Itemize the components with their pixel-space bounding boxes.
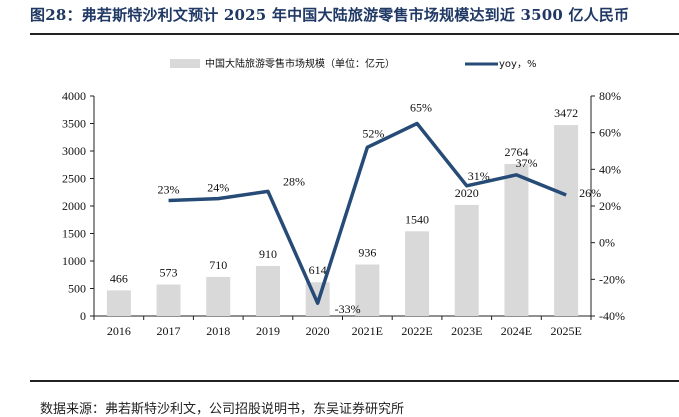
bar-data-label: 936 xyxy=(358,246,376,260)
bar-data-label: 466 xyxy=(110,271,128,285)
left-tick-label: 1000 xyxy=(62,254,86,268)
bar xyxy=(255,265,280,316)
bar-data-label: 910 xyxy=(259,247,277,261)
left-tick-label: 500 xyxy=(68,282,86,296)
right-tick-label: -20% xyxy=(599,272,625,286)
yoy-data-label: 52% xyxy=(362,126,384,140)
bar-data-label: 3472 xyxy=(554,106,578,120)
bar xyxy=(504,163,529,316)
right-tick-label: 60% xyxy=(599,126,621,140)
yoy-data-label: -33% xyxy=(335,302,361,316)
x-tick-label: 2021E xyxy=(352,324,383,338)
right-tick-label: 0% xyxy=(599,236,615,250)
bar-data-label: 710 xyxy=(209,258,227,272)
yoy-line xyxy=(168,121,567,305)
title-divider xyxy=(30,33,679,35)
x-tick-label: 2024E xyxy=(501,324,532,338)
x-tick-label: 2018 xyxy=(206,324,230,338)
right-tick-label: 80% xyxy=(599,89,621,103)
bar-data-label: 2020 xyxy=(455,186,479,200)
bar xyxy=(405,231,430,316)
left-tick-label: 2500 xyxy=(62,172,86,186)
x-tick-label: 2022E xyxy=(401,324,432,338)
legend-line-label: yoy，% xyxy=(499,59,536,70)
right-tick-label: 20% xyxy=(599,199,621,213)
bar xyxy=(206,276,231,316)
left-tick-label: 3500 xyxy=(62,117,86,131)
source-note: 数据来源：弗若斯特沙利文，公司招股说明书，东吴证券研究所 xyxy=(40,402,405,417)
left-tick-label: 1500 xyxy=(62,227,86,241)
x-tick-label: 2025E xyxy=(550,324,581,338)
x-tick-label: 2019 xyxy=(256,324,280,338)
x-tick-label: 2020 xyxy=(306,324,330,338)
x-tick-label: 2016 xyxy=(107,324,131,338)
bar-data-label: 2764 xyxy=(504,145,528,159)
bar xyxy=(156,284,181,316)
bar-data-label: 1540 xyxy=(405,212,429,226)
left-tick-label: 2000 xyxy=(62,199,86,213)
yoy-data-label: 37% xyxy=(515,156,537,170)
yoy-data-label: 65% xyxy=(410,101,432,115)
yoy-data-label: 28% xyxy=(283,174,305,188)
left-tick-label: 4000 xyxy=(62,89,86,103)
legend-bar-label: 中国大陆旅游零售市场规模（单位：亿元） xyxy=(205,57,395,70)
legend-bar-swatch xyxy=(170,59,200,68)
left-tick-label: 0 xyxy=(80,309,86,323)
yoy-data-label: 26% xyxy=(579,186,601,200)
yoy-data-label: 31% xyxy=(468,169,490,183)
bar xyxy=(106,290,131,316)
bar xyxy=(355,264,380,316)
left-tick-label: 3000 xyxy=(62,144,86,158)
yoy-data-label: 24% xyxy=(207,181,229,195)
bar-data-label: 614 xyxy=(309,263,327,277)
right-tick-label: 40% xyxy=(599,162,621,176)
bar xyxy=(554,125,579,316)
source-divider xyxy=(30,380,679,382)
bar xyxy=(454,204,479,316)
x-tick-label: 2017 xyxy=(157,324,181,338)
yoy-data-label: 23% xyxy=(158,183,180,197)
x-tick-label: 2023E xyxy=(451,324,482,338)
right-tick-label: -40% xyxy=(599,309,625,323)
chart-title: 图28：弗若斯特沙利文预计 2025 年中国大陆旅游零售市场规模达到近 3500… xyxy=(30,6,630,24)
bar-data-label: 573 xyxy=(160,265,178,279)
